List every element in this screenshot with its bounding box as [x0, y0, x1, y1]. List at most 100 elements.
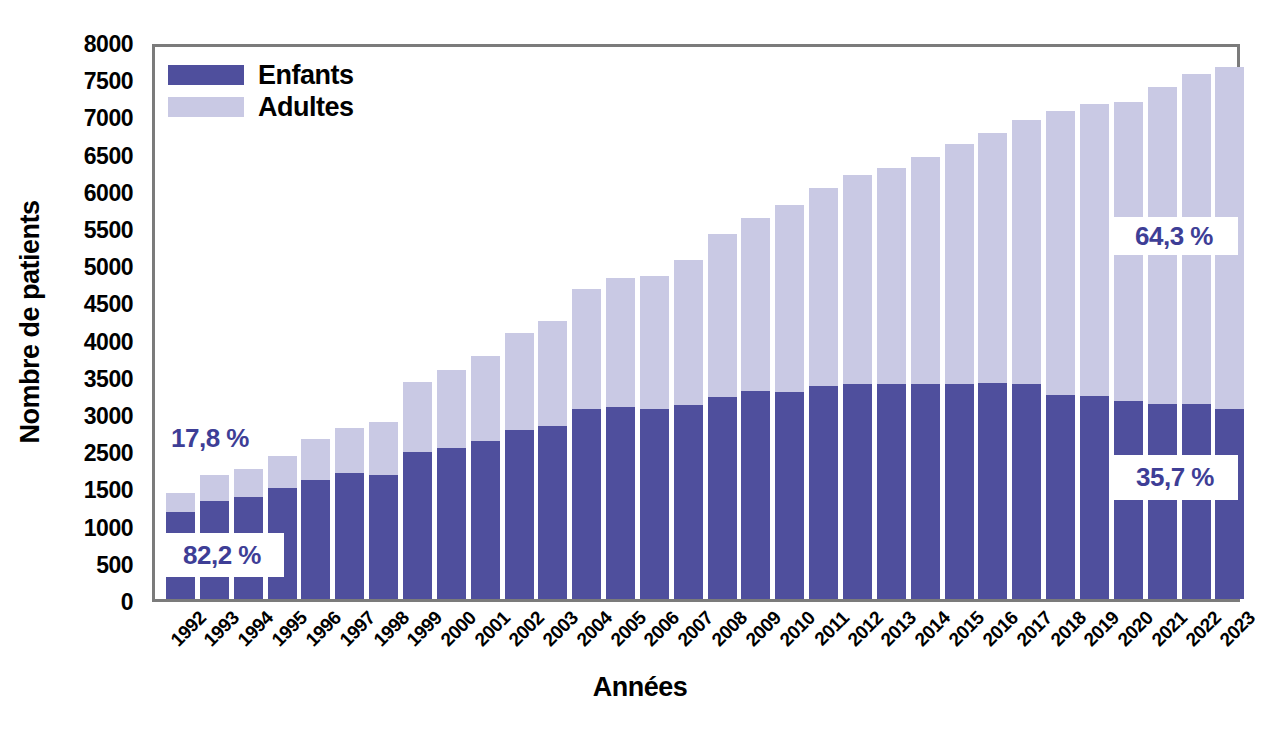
plot-area: [152, 44, 1240, 602]
bar-2022: [1182, 74, 1211, 599]
bar-2005: [606, 278, 635, 599]
bar-segment-enfants-2022: [1182, 404, 1211, 599]
legend-swatch-adultes: [168, 97, 244, 117]
y-tick-label: 6500: [0, 143, 133, 169]
bar-2018: [1046, 111, 1075, 599]
y-tick-label: 4000: [0, 329, 133, 355]
bar-segment-adultes-2008: [708, 234, 737, 397]
y-tick-label: 4500: [0, 291, 133, 317]
bar-2019: [1080, 104, 1109, 599]
bar-2014: [911, 157, 940, 599]
annotation-822: 82,2 %: [160, 533, 284, 577]
bar-segment-enfants-2016: [978, 383, 1007, 599]
y-tick-label: 1000: [0, 515, 133, 541]
y-axis-ticks: 8000750070006500600055005000450040003500…: [0, 0, 143, 732]
bar-segment-adultes-2015: [945, 144, 974, 384]
bar-segment-adultes-2003: [538, 321, 567, 426]
bar-segment-adultes-2017: [1012, 120, 1041, 384]
bar-2010: [775, 205, 804, 599]
bar-segment-enfants-2003: [538, 426, 567, 599]
bar-segment-adultes-2000: [437, 370, 466, 448]
bar-segment-enfants-1999: [403, 452, 432, 599]
bar-1996: [301, 439, 330, 599]
annotation-357: 35,7 %: [1112, 455, 1238, 500]
bar-segment-enfants-2014: [911, 384, 940, 599]
bar-segment-enfants-1997: [335, 473, 364, 599]
bar-segment-adultes-1993: [200, 475, 229, 501]
annotation-178: 17,8 %: [158, 423, 262, 453]
bar-2006: [640, 276, 669, 599]
y-tick-label: 5000: [0, 254, 133, 280]
bar-segment-enfants-2006: [640, 409, 669, 599]
bar-segment-adultes-2011: [809, 188, 838, 386]
bar-2007: [674, 260, 703, 599]
bar-2021: [1148, 87, 1177, 599]
bar-1997: [335, 428, 364, 599]
bar-segment-adultes-1996: [301, 439, 330, 480]
bar-segment-enfants-2023: [1215, 409, 1244, 599]
bar-2013: [877, 168, 906, 599]
y-tick-label: 7000: [0, 105, 133, 131]
bar-segment-adultes-2009: [741, 218, 770, 391]
bar-1998: [369, 422, 398, 599]
bar-segment-enfants-2007: [674, 405, 703, 599]
bar-2003: [538, 321, 567, 599]
bar-segment-adultes-2002: [505, 333, 534, 430]
bar-segment-adultes-2001: [471, 356, 500, 441]
bar-segment-enfants-2005: [606, 407, 635, 599]
bar-2012: [843, 175, 872, 599]
bar-segment-adultes-2014: [911, 157, 940, 384]
y-tick-label: 6000: [0, 180, 133, 206]
bar-segment-adultes-1992: [166, 493, 195, 512]
bar-segment-enfants-2021: [1148, 404, 1177, 599]
bar-segment-enfants-2011: [809, 386, 838, 599]
bar-segment-enfants-2010: [775, 392, 804, 599]
bar-2004: [572, 289, 601, 599]
bar-segment-enfants-1996: [301, 480, 330, 599]
bar-2016: [978, 133, 1007, 599]
bar-2002: [505, 333, 534, 599]
y-tick-label: 3500: [0, 366, 133, 392]
x-axis-title: Années: [593, 672, 688, 703]
bar-segment-enfants-2004: [572, 409, 601, 599]
y-tick-label: 500: [0, 552, 133, 578]
bar-segment-enfants-2000: [437, 448, 466, 599]
bar-segment-enfants-2015: [945, 384, 974, 599]
bar-2023: [1215, 67, 1244, 599]
bar-2020: [1114, 102, 1143, 599]
bar-segment-adultes-2005: [606, 278, 635, 407]
bar-segment-adultes-2004: [572, 289, 601, 409]
bar-1999: [403, 382, 432, 599]
y-tick-label: 1500: [0, 477, 133, 503]
bar-2017: [1012, 120, 1041, 599]
bar-2009: [741, 218, 770, 599]
y-tick-label: 0: [0, 589, 133, 615]
bar-segment-enfants-2017: [1012, 384, 1041, 599]
bar-segment-adultes-2016: [978, 133, 1007, 383]
bar-segment-enfants-2020: [1114, 401, 1143, 599]
bar-segment-adultes-2013: [877, 168, 906, 384]
bar-segment-enfants-1998: [369, 475, 398, 599]
bar-segment-enfants-2013: [877, 384, 906, 599]
y-tick-label: 7500: [0, 68, 133, 94]
bar-2000: [437, 370, 466, 599]
bar-segment-adultes-1998: [369, 422, 398, 475]
bar-segment-adultes-1997: [335, 428, 364, 473]
bar-segment-adultes-1994: [234, 469, 263, 497]
bar-segment-enfants-2001: [471, 441, 500, 599]
legend-item-adultes: Adultes: [168, 95, 354, 119]
bar-segment-enfants-2018: [1046, 395, 1075, 599]
bar-segment-adultes-2007: [674, 260, 703, 405]
bar-segment-enfants-2008: [708, 397, 737, 599]
legend-swatch-enfants: [168, 65, 244, 85]
bar-2001: [471, 356, 500, 599]
y-tick-label: 2500: [0, 440, 133, 466]
bar-segment-adultes-1995: [268, 456, 297, 488]
bar-segment-adultes-2018: [1046, 111, 1075, 395]
legend-label: Enfants: [258, 63, 354, 87]
bar-segment-enfants-2009: [741, 391, 770, 599]
bar-2011: [809, 188, 838, 599]
y-tick-label: 8000: [0, 31, 133, 57]
bar-2008: [708, 234, 737, 599]
y-tick-label: 5500: [0, 217, 133, 243]
